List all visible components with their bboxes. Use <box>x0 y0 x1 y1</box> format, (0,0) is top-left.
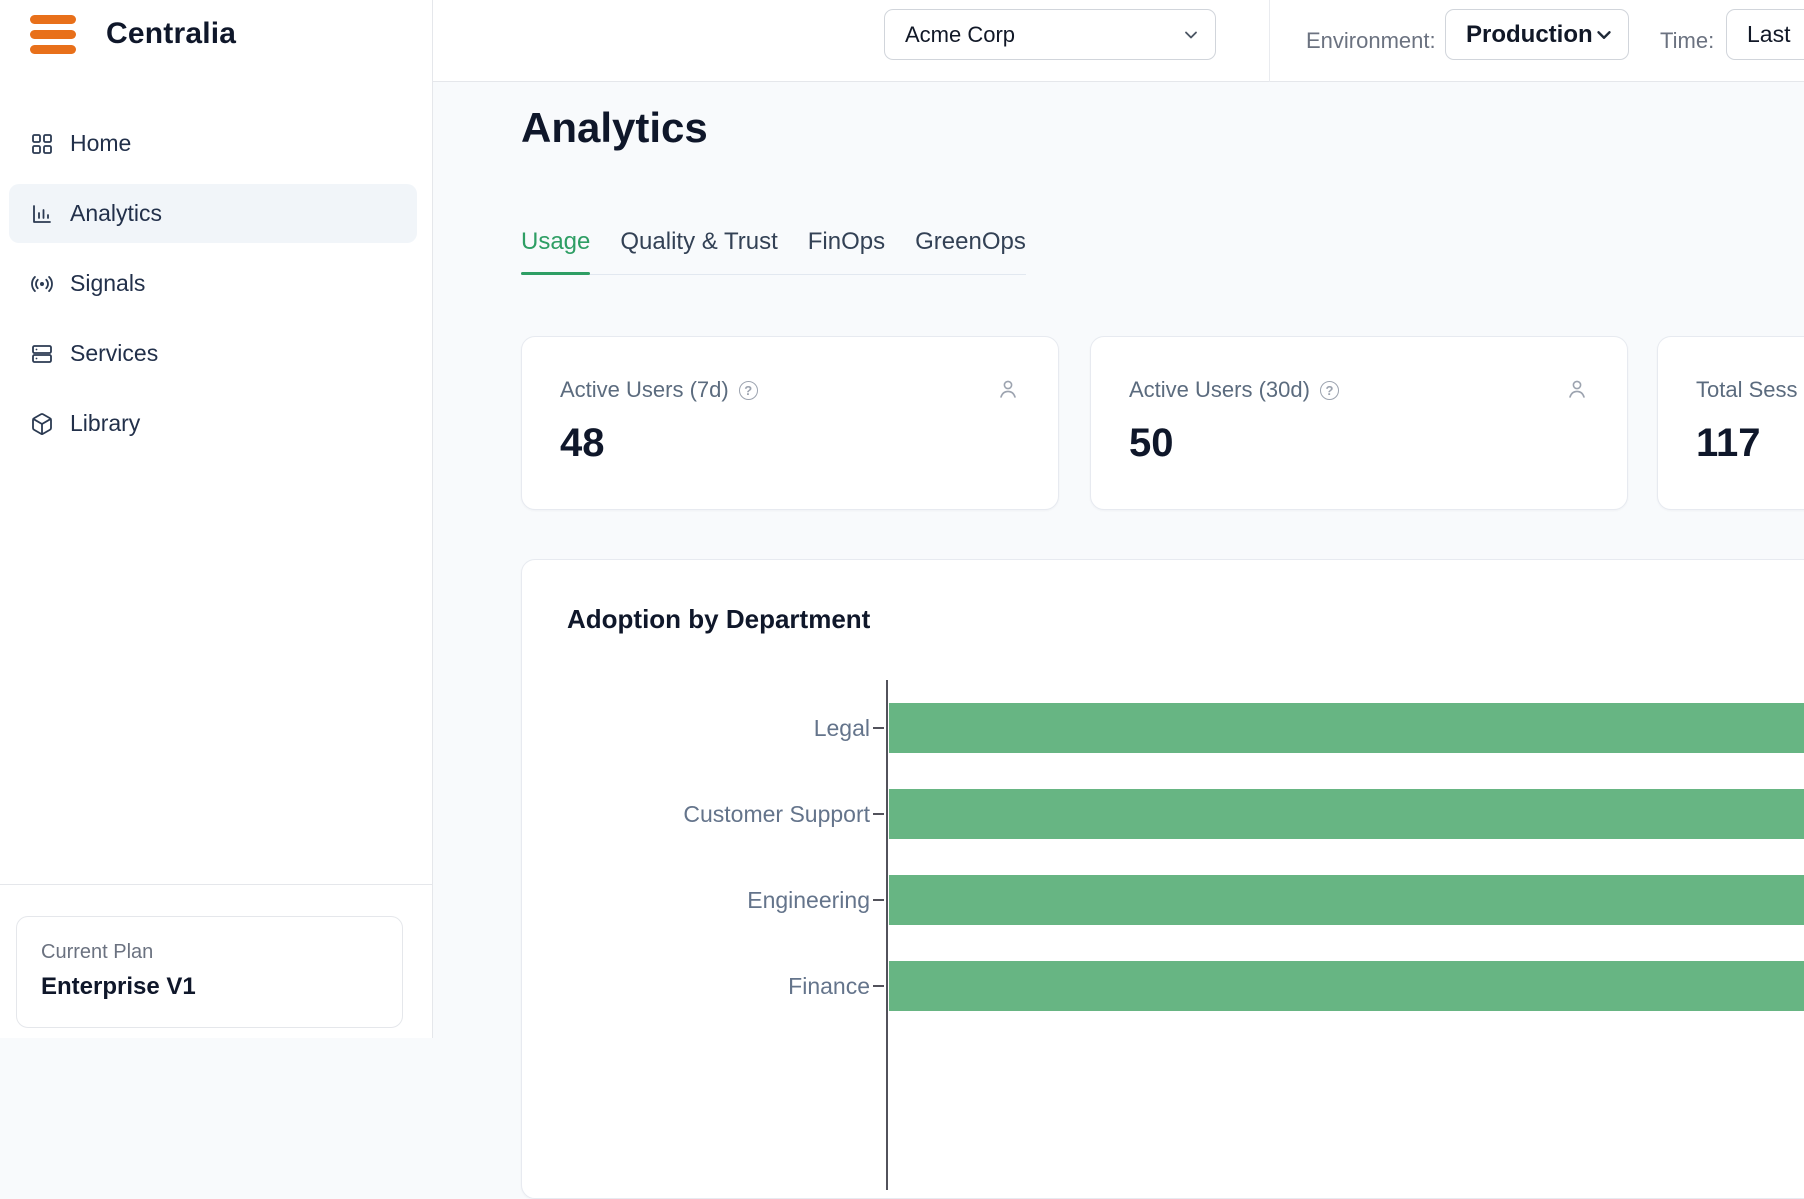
chevron-down-icon <box>1593 24 1615 46</box>
chart-row: Engineering <box>522 875 1804 925</box>
analytics-tabs: Usage Quality & Trust FinOps GreenOps <box>521 228 1026 275</box>
current-plan-card: Current Plan Enterprise V1 <box>16 916 403 1028</box>
chart-y-axis <box>886 680 888 1190</box>
axis-tick <box>873 899 884 901</box>
sidebar-item-label: Services <box>70 340 159 366</box>
chart-row: Customer Support <box>522 789 1804 839</box>
tab-finops[interactable]: FinOps <box>807 228 886 255</box>
sidebar-item-label: Analytics <box>70 200 163 226</box>
plan-value: Enterprise V1 <box>41 973 196 1000</box>
sidebar-item-analytics[interactable]: Analytics <box>9 184 417 243</box>
tab-usage[interactable]: Usage <box>521 228 591 275</box>
org-selector-value: Acme Corp <box>905 21 1016 47</box>
chart-category-label: Customer Support <box>683 801 870 827</box>
chart-title: Adoption by Department <box>567 604 871 634</box>
chart-category-label: Legal <box>813 715 870 741</box>
bar-finance <box>889 961 1804 1011</box>
stat-card-active-users-7d: Active Users (7d) 48 <box>521 336 1059 510</box>
time-range-value: Last <box>1747 21 1791 47</box>
plan-label: Current Plan <box>41 941 154 963</box>
brand-name: Centralia <box>106 17 237 50</box>
stat-title: Active Users (7d) <box>560 377 729 402</box>
main-content: Analytics Usage Quality & Trust FinOps G… <box>433 82 1804 1199</box>
adoption-chart-card: Adoption by Department Legal Customer Su… <box>521 559 1804 1199</box>
topbar: Acme Corp Environment: Production Time: … <box>433 0 1804 82</box>
bar-customer-support <box>889 789 1804 839</box>
sidebar-nav: Home Analytics Signals <box>9 114 417 464</box>
org-selector[interactable]: Acme Corp <box>884 9 1216 60</box>
stat-card-total-sessions: Total Sess 117 <box>1657 336 1804 510</box>
package-icon <box>30 412 54 436</box>
axis-tick <box>873 813 884 815</box>
chart-category-label: Engineering <box>747 887 870 913</box>
chart-category-label: Finance <box>788 973 870 999</box>
axis-tick <box>873 727 884 729</box>
help-icon <box>738 380 758 400</box>
stat-value: 117 <box>1696 421 1761 465</box>
brand-logo: Centralia <box>30 11 236 57</box>
bar-legal <box>889 703 1804 753</box>
sidebar-item-library[interactable]: Library <box>9 394 417 453</box>
time-label: Time: <box>1660 28 1715 53</box>
environment-label: Environment: <box>1306 28 1436 53</box>
sidebar-item-services[interactable]: Services <box>9 324 417 383</box>
stat-value: 50 <box>1129 421 1174 465</box>
user-icon <box>1565 377 1589 401</box>
sidebar-item-label: Signals <box>70 270 146 296</box>
tab-quality-trust[interactable]: Quality & Trust <box>620 228 778 255</box>
broadcast-icon <box>30 272 54 296</box>
time-range-selector[interactable]: Last <box>1726 9 1804 60</box>
chart-row: Legal <box>522 703 1804 753</box>
chart-row: Finance <box>522 961 1804 1011</box>
sidebar-item-signals[interactable]: Signals <box>9 254 417 313</box>
sidebar-item-home[interactable]: Home <box>9 114 417 173</box>
environment-selector[interactable]: Production <box>1445 9 1629 60</box>
help-icon <box>1319 380 1339 400</box>
stat-title: Total Sess <box>1696 377 1798 402</box>
bar-engineering <box>889 875 1804 925</box>
user-icon <box>996 377 1020 401</box>
stat-card-active-users-30d: Active Users (30d) 50 <box>1090 336 1628 510</box>
sidebar-item-label: Library <box>70 410 141 436</box>
tab-greenops[interactable]: GreenOps <box>915 228 1026 255</box>
hamburger-logo-icon <box>30 14 76 54</box>
sidebar: Centralia Home Analytics <box>0 0 433 1038</box>
topbar-divider <box>1269 0 1270 82</box>
grid-icon <box>30 132 54 156</box>
stat-title: Active Users (30d) <box>1129 377 1310 402</box>
environment-value: Production <box>1466 20 1593 48</box>
chevron-down-icon <box>1181 25 1201 45</box>
server-icon <box>30 342 54 366</box>
axis-tick <box>873 985 884 987</box>
sidebar-item-label: Home <box>70 130 132 156</box>
bar-chart-icon <box>30 202 54 226</box>
sidebar-footer: Current Plan Enterprise V1 <box>0 884 432 1038</box>
stat-value: 48 <box>560 421 605 465</box>
page-title: Analytics <box>521 104 708 151</box>
